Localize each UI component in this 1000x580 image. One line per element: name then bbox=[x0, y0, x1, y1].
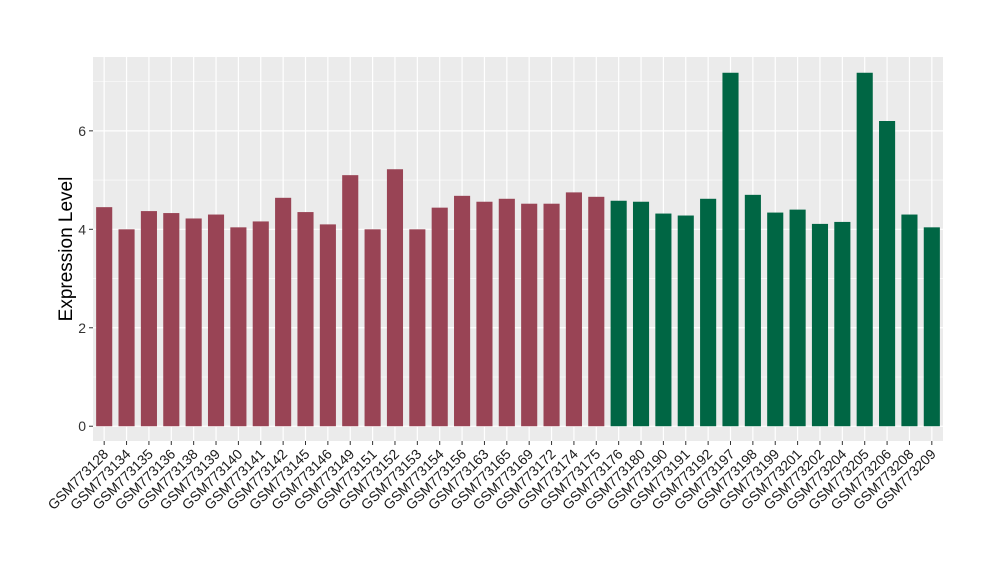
bar-GSM773180 bbox=[632, 201, 650, 427]
bar-GSM773190 bbox=[655, 213, 672, 427]
bar-GSM773208 bbox=[901, 214, 918, 427]
bar-GSM773199 bbox=[767, 212, 784, 427]
bar-GSM773145 bbox=[297, 212, 314, 427]
bar-GSM773204 bbox=[834, 221, 851, 427]
bar-GSM773134 bbox=[118, 229, 135, 427]
bar-GSM773128 bbox=[96, 207, 113, 427]
bar-GSM773206 bbox=[879, 121, 896, 427]
x-axis: GSM773128GSM773134GSM773135GSM773136GSM7… bbox=[44, 441, 939, 513]
bar-GSM773202 bbox=[811, 223, 829, 427]
y-tick-label: 0 bbox=[78, 418, 86, 434]
bar-GSM773156 bbox=[454, 195, 471, 427]
bar-GSM773138 bbox=[185, 218, 202, 427]
bar-GSM773205 bbox=[856, 72, 873, 427]
y-tick-label: 6 bbox=[78, 123, 86, 139]
bar-GSM773154 bbox=[431, 207, 448, 427]
bar-GSM773175 bbox=[588, 196, 605, 427]
bar-GSM773139 bbox=[207, 214, 225, 427]
bar-GSM773163 bbox=[476, 201, 493, 427]
bar-GSM773153 bbox=[409, 229, 426, 427]
bar-GSM773209 bbox=[923, 227, 940, 427]
bar-GSM773146 bbox=[319, 224, 336, 427]
bar-GSM773192 bbox=[700, 198, 717, 427]
y-tick-label: 4 bbox=[78, 221, 86, 237]
bar-GSM773197 bbox=[722, 72, 739, 427]
bar-GSM773174 bbox=[565, 192, 582, 427]
y-axis: 0 2 4 6 bbox=[78, 123, 93, 434]
bar-GSM773151 bbox=[364, 229, 381, 427]
bar-GSM773141 bbox=[252, 221, 269, 427]
bar-GSM773142 bbox=[275, 197, 292, 427]
y-axis-title: Expression Level bbox=[56, 177, 77, 322]
bar-GSM773165 bbox=[498, 198, 515, 427]
bar-GSM773201 bbox=[789, 209, 806, 427]
bar-GSM773149 bbox=[342, 175, 359, 427]
bars bbox=[96, 72, 940, 427]
bar-GSM773198 bbox=[744, 194, 761, 427]
bar-GSM773136 bbox=[163, 213, 180, 427]
bar-GSM773176 bbox=[610, 200, 627, 427]
bar-GSM773172 bbox=[543, 203, 560, 427]
y-tick-label: 2 bbox=[78, 320, 86, 336]
bar-GSM773169 bbox=[521, 203, 538, 427]
bar-GSM773152 bbox=[386, 169, 404, 427]
bar-GSM773140 bbox=[230, 227, 247, 427]
bar-GSM773135 bbox=[140, 211, 157, 427]
bar-GSM773191 bbox=[677, 215, 694, 427]
